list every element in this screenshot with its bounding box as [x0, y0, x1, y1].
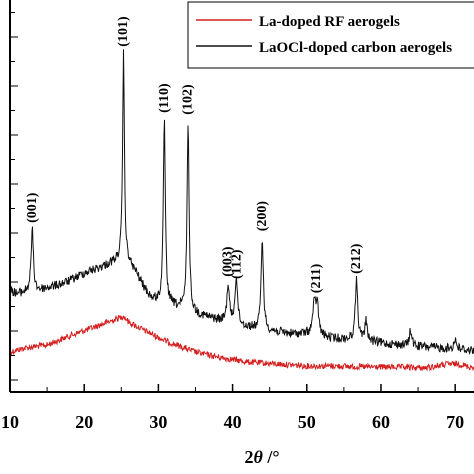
peak-annotations: (001) (101) (110) (102) (003)(112) (200) (211)… [25, 16, 364, 293]
peak-label-4: (102) [181, 84, 196, 115]
x-axis-label-theta: θ [253, 447, 263, 467]
series-line-2 [9, 49, 474, 355]
series-line-1 [9, 314, 474, 372]
legend-label-2: LaOCl-doped carbon aerogels [259, 40, 452, 56]
legend-label-1: La-doped RF aerogels [259, 14, 400, 30]
x-axis-label-unit: /° [263, 447, 280, 467]
legend-box [187, 1, 474, 69]
axes [9, 0, 474, 393]
peak-label-2: (101) [116, 16, 131, 47]
y-ticks [10, 12, 18, 381]
peak-label-1: (001) [25, 192, 40, 223]
x-tick-label-50: 50 [298, 412, 316, 432]
x-axis-label-two: 2 [244, 447, 253, 467]
x-axis-label: 2θ /° [244, 447, 279, 467]
x-tick-label-30: 30 [149, 412, 167, 432]
peak-label-3: (110) [157, 83, 172, 113]
peak-label-9: (212) [349, 243, 364, 274]
x-tick-label-70: 70 [446, 412, 464, 432]
x-tick-label-40: 40 [224, 412, 242, 432]
x-tick-label-20: 20 [75, 412, 93, 432]
series-layer [9, 49, 474, 372]
peak-label-8: (211) [309, 263, 324, 293]
legend: La-doped RF aerogels LaOCl-doped carbon a… [187, 1, 474, 69]
x-tick-label-60: 60 [372, 412, 390, 432]
peak-label-6: (112) [230, 249, 245, 279]
x-ticks: 10 20 30 40 50 60 70 [1, 384, 464, 432]
peak-label-5: (003) [221, 246, 236, 277]
x-tick-label-10: 10 [1, 412, 19, 432]
peak-label-7: (200) [255, 201, 270, 232]
